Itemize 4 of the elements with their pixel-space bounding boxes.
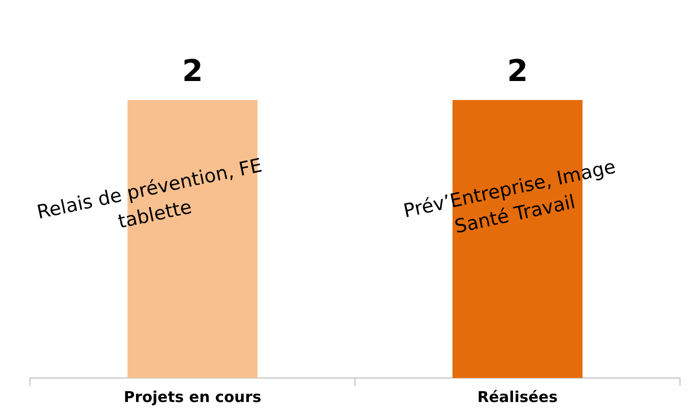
data-label: 2 xyxy=(182,54,203,89)
x-tick-label: Projets en cours xyxy=(124,388,262,406)
x-tick-label: Réalisées xyxy=(477,388,558,406)
data-label: 2 xyxy=(507,54,528,89)
